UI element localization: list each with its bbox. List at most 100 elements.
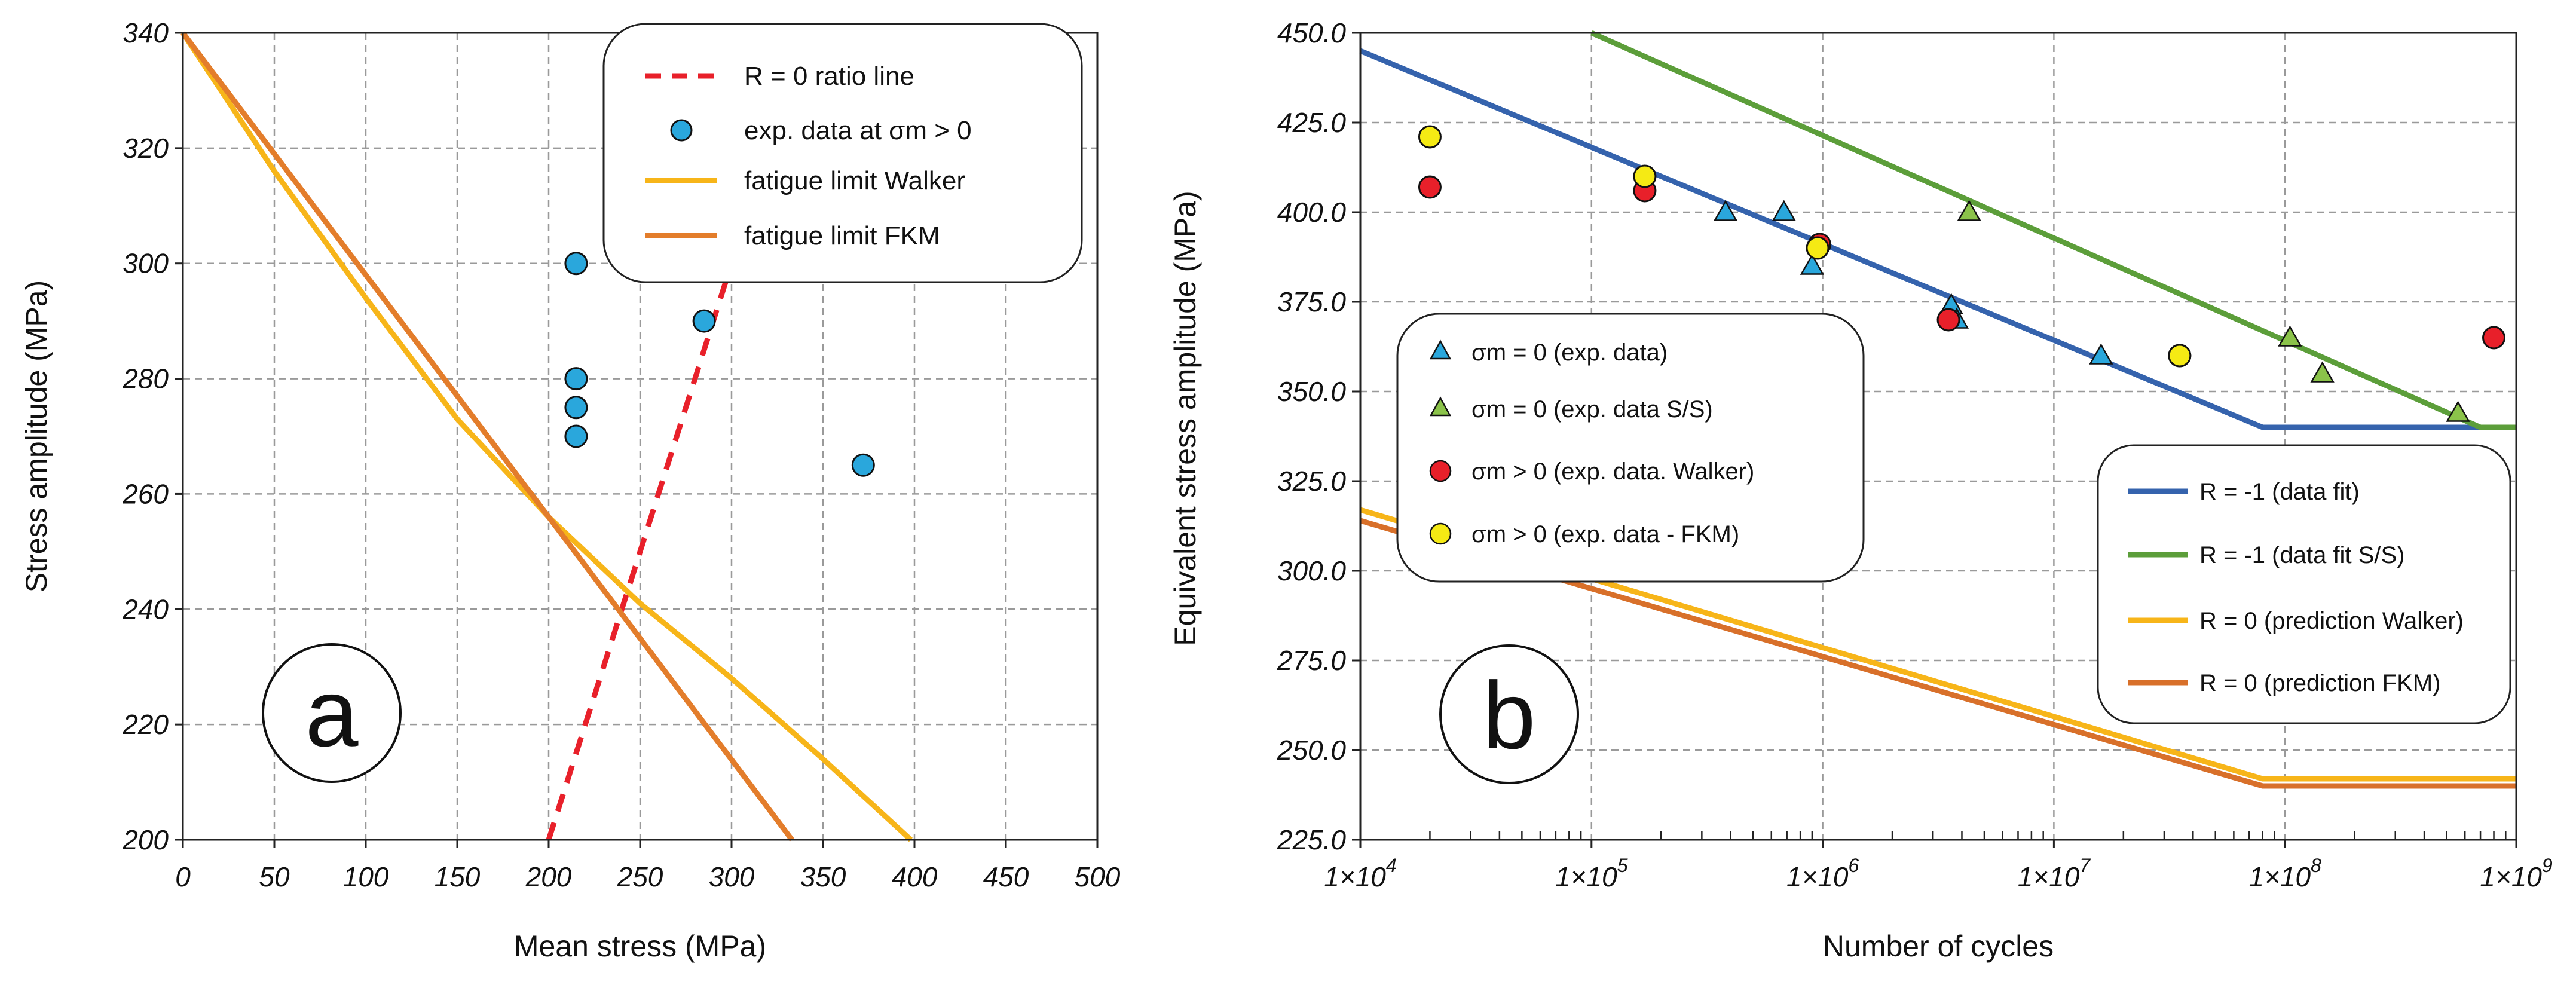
panel-b-x-ticks: 1×104 1×105 1×106 1×107 1×108 1×109 [1324, 831, 2553, 892]
legend-label-fkm: fatigue limit FKM [744, 221, 940, 250]
b-y-tick-label: 275.0 [1277, 645, 1347, 676]
a-x-tick-label: 100 [343, 861, 389, 892]
a-point-exp-data-at-m-0 [564, 252, 588, 276]
b-y-tick-label: 425.0 [1277, 107, 1347, 138]
b-point-m-0-exp-data-fkm [1418, 125, 1442, 149]
panel-b-line-legend-box [2097, 444, 2511, 724]
legend-label-pred-walker: R = 0 (prediction Walker) [2199, 608, 2464, 634]
a-point-exp-data-at-m-0 [692, 309, 716, 333]
legend-label-sm0-ss: σm = 0 (exp. data S/S) [1471, 396, 1713, 423]
b-point-m-0-exp-data-s-s [2310, 361, 2335, 383]
panel-a-x-ticks: 0 50 100 150 200 250 300 350 400 450 500 [175, 840, 1121, 892]
a-x-tick-label: 50 [259, 861, 290, 892]
b-series-r-0-prediction-walker [1359, 507, 2516, 782]
panel-b-x-axis-title: Number of cycles [1823, 929, 2054, 963]
panel-a-label: a [305, 659, 359, 766]
legend-label-pred-fkm: R = 0 (prediction FKM) [2199, 670, 2440, 696]
legend-fkm-marker [1429, 522, 1452, 545]
b-point-m-0-exp-data-s-s [2278, 325, 2302, 347]
panel-b-label-circle [1439, 644, 1579, 784]
panel-a-y-axis-title: Stress amplitude (MPa) [20, 280, 53, 592]
legend-label-fit: R = -1 (data fit) [2199, 479, 2360, 505]
legend-sm0-exp-marker [1429, 339, 1452, 360]
a-x-tick-label: 300 [709, 861, 755, 892]
a-x-tick-label: 400 [892, 861, 938, 892]
legend-label-sm0-exp: σm = 0 (exp. data) [1471, 339, 1668, 366]
legend-walker-marker [1429, 460, 1452, 482]
a-point-exp-data-at-m-0 [851, 453, 875, 477]
panel-a-legend-box [602, 23, 1083, 283]
legend-label-walker-exp: σm > 0 (exp. data. Walker) [1471, 458, 1754, 485]
b-x-tick-label: 1×109 [2480, 855, 2553, 892]
b-x-tick-label: 1×106 [1786, 855, 1859, 892]
b-point-m-0-exp-data-walker [2482, 326, 2506, 350]
panel-b-line-legend: R = -1 (data fit) R = -1 (data fit S/S) … [2097, 444, 2511, 724]
b-point-m-0-exp-data-fkm [1806, 236, 1829, 260]
legend-label-walker: fatigue limit Walker [744, 166, 965, 195]
a-x-tick-label: 350 [800, 861, 846, 892]
a-point-exp-data-at-m-0 [564, 424, 588, 448]
panel-b-label: b [1483, 662, 1536, 769]
a-y-tick-label: 260 [122, 478, 169, 509]
panel-a-label-circle [262, 643, 402, 783]
a-y-tick-label: 220 [122, 709, 169, 740]
b-x-tick-label: 1×107 [2018, 855, 2091, 892]
panel-b-y-ticks: 225.0 250.0 275.0 300.0 325.0 350.0 375.0 400.0… [1277, 17, 1360, 855]
a-y-tick-label: 240 [122, 594, 169, 625]
a-point-exp-data-at-m-0 [564, 367, 588, 391]
a-series-fatigue-limit-fkm [180, 31, 794, 842]
b-point-m-0-exp-data-fkm [2168, 344, 2192, 368]
panel-b-marker-legend: σm = 0 (exp. data) σm = 0 (exp. data S/S… [1396, 313, 1865, 583]
a-x-tick-label: 150 [435, 861, 481, 892]
a-y-tick-label: 300 [123, 248, 169, 279]
panel-b-plot-frame [1359, 32, 2517, 841]
panel-b-marker-legend-box [1396, 313, 1865, 583]
b-point-m-0-exp-data-walker [1418, 175, 1442, 199]
b-point-m-0-exp-data [1713, 200, 1738, 221]
panel-a-legend: R = 0 ratio line exp. data at σm > 0 fat… [602, 23, 1083, 283]
b-series-r-0-prediction-fkm [1359, 518, 2516, 789]
a-series-r-0-ratio-line [546, 262, 735, 841]
b-x-tick-label: 1×105 [1555, 855, 1628, 892]
panel-b-markers [1418, 125, 2506, 422]
b-series-r-1-data-fit-s-s [1590, 30, 2516, 430]
legend-sm0-ss-marker [1429, 396, 1452, 417]
panel-b-y-axis-title: Equivalent stress amplitude (MPa) [1168, 191, 1202, 646]
legend-label-fkm-exp: σm > 0 (exp. data - FKM) [1471, 521, 1739, 547]
a-x-tick-label: 0 [175, 861, 191, 892]
a-y-tick-label: 320 [123, 133, 169, 164]
b-point-m-0-exp-data [2089, 343, 2113, 365]
legend-label-fit-ss: R = -1 (data fit S/S) [2199, 542, 2404, 568]
b-point-m-0-exp-data [1772, 200, 1796, 221]
b-y-tick-label: 300.0 [1277, 555, 1347, 586]
b-y-tick-label: 250.0 [1277, 735, 1347, 766]
b-y-tick-label: 325.0 [1277, 466, 1347, 497]
b-point-m-0-exp-data [1800, 253, 1825, 275]
b-y-tick-label: 400.0 [1277, 197, 1347, 228]
panel-a-y-ticks: 200 220 240 260 280 300 320 340 [122, 17, 183, 855]
panel-a-markers [564, 252, 875, 477]
b-series-r-1-data-fit [1359, 48, 2516, 430]
a-x-tick-label: 450 [983, 861, 1029, 892]
b-point-m-0-exp-data-walker [1936, 308, 1960, 332]
a-point-exp-data-at-m-0 [564, 396, 588, 420]
b-y-tick-label: 375.0 [1277, 286, 1347, 317]
a-x-tick-label: 200 [525, 861, 572, 892]
b-y-tick-label: 225.0 [1277, 824, 1347, 855]
a-x-tick-label: 250 [617, 861, 663, 892]
a-y-tick-label: 280 [122, 363, 169, 394]
b-point-m-0-exp-data-s-s [1957, 200, 1981, 221]
panel-b-series [1359, 30, 2516, 789]
panel-b-chart: 1×104 1×105 1×106 1×107 1×108 1×109 225.0 250.… [1168, 17, 2553, 963]
panel-a-x-axis-title: Mean stress (MPa) [514, 929, 766, 963]
b-y-tick-label: 450.0 [1277, 17, 1347, 48]
panel-a-chart: 0 50 100 150 200 250 300 350 400 450 500 200 220 240… [20, 17, 1121, 963]
b-y-tick-label: 350.0 [1277, 376, 1347, 407]
legend-label-exp-data: exp. data at σm > 0 [744, 116, 972, 145]
b-x-tick-label: 1×104 [1324, 855, 1396, 892]
a-y-tick-label: 200 [122, 824, 169, 855]
b-point-m-0-exp-data-fkm [1633, 164, 1657, 188]
legend-exp-data-marker [670, 119, 693, 142]
legend-label-r0-ratio-line: R = 0 ratio line [744, 62, 914, 91]
